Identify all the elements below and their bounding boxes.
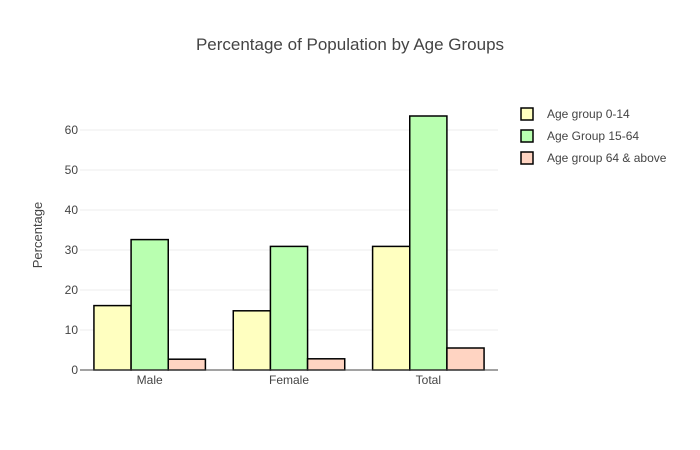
legend-swatch[interactable]	[520, 129, 534, 143]
bars	[93, 115, 485, 371]
y-tick-label: 60	[65, 123, 79, 137]
bar-total-series-0[interactable]	[371, 245, 411, 371]
x-tick-label: Male	[137, 373, 163, 387]
y-tick-label: 20	[65, 283, 79, 297]
axes: 0 10 20 30 40 50 60 Male Female Total	[65, 123, 498, 387]
y-tick-label: 50	[65, 163, 79, 177]
y-tick-label: 0	[71, 363, 78, 377]
bar-total-series-1[interactable]	[409, 115, 448, 371]
legend-swatch[interactable]	[520, 151, 534, 165]
bar-female-series-1[interactable]	[269, 245, 309, 371]
y-axis-title: Percentage	[30, 202, 45, 269]
bar-female-series-0[interactable]	[232, 310, 272, 371]
y-tick-label: 10	[65, 323, 79, 337]
bar-male-series-2[interactable]	[167, 358, 207, 371]
legend-label[interactable]: Age Group 15-64	[547, 129, 639, 143]
chart-title: Percentage of Population by Age Groups	[196, 35, 504, 54]
y-tick-label: 40	[65, 203, 79, 217]
x-tick-label: Total	[416, 373, 441, 387]
x-tick-label: Female	[269, 373, 309, 387]
legend-label[interactable]: Age group 64 & above	[547, 151, 667, 165]
bar-male-series-1[interactable]	[130, 238, 169, 371]
y-tick-label: 30	[65, 243, 79, 257]
bar-total-series-2[interactable]	[446, 347, 485, 371]
bar-female-series-2[interactable]	[306, 358, 346, 371]
bar-male-series-0[interactable]	[93, 304, 132, 371]
legend-swatch[interactable]	[520, 107, 534, 121]
legend[interactable]: Age group 0-14 Age Group 15-64 Age group 6…	[520, 107, 667, 165]
legend-label[interactable]: Age group 0-14	[547, 107, 630, 121]
